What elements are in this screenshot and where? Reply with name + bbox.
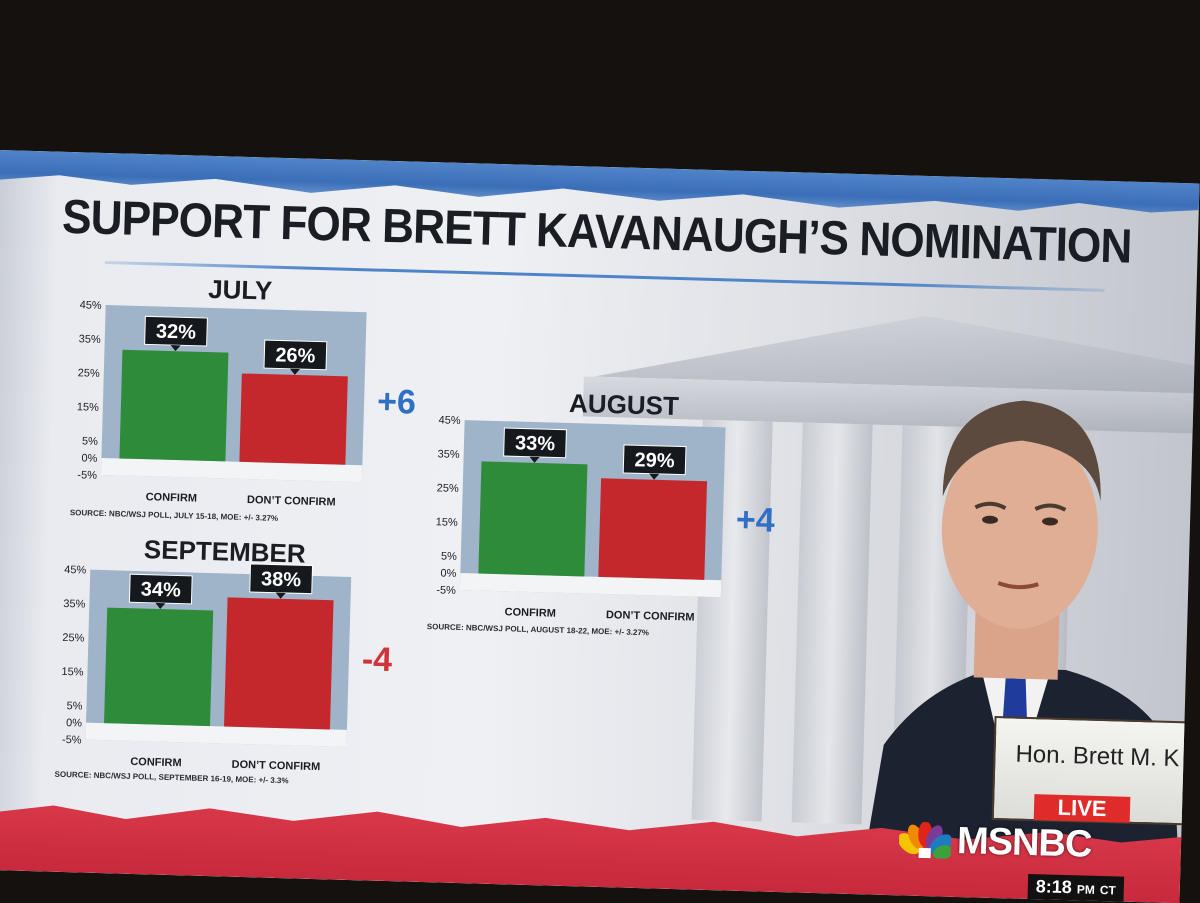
value-label: 32%	[156, 321, 197, 344]
y-tick-label: 25%	[62, 632, 85, 645]
y-tick-label: 35%	[63, 598, 86, 611]
category-label: CONFIRM	[504, 606, 556, 619]
september-delta: -4	[361, 640, 393, 680]
tv-screen: SUPPORT FOR BRETT KAVANAUGH’S NOMINATION…	[0, 150, 1200, 903]
y-tick-label: 0%	[66, 717, 82, 729]
y-tick-label: 35%	[79, 333, 102, 346]
july-bar-chart: 45% 35% 25% 15% 5% 0% -5% 32% CONFIRM 26% DON’T CO…	[77, 299, 367, 509]
confirm-bar	[119, 349, 229, 462]
category-label: CONFIRM	[146, 491, 198, 504]
plot-baseline-area	[459, 573, 722, 598]
confirm-bar	[104, 607, 214, 727]
y-tick-label: 45%	[79, 299, 102, 312]
y-tick-label: -5%	[436, 584, 456, 597]
august-bar-chart: 45% 35% 25% 15% 5% 0% -5% 33% CONFIRM 29% DON’T CO…	[436, 414, 726, 624]
clock-zone: CT	[1099, 883, 1117, 898]
value-label-box	[128, 573, 193, 605]
y-tick-label: 15%	[436, 516, 459, 529]
value-label-box	[622, 444, 687, 476]
dont-confirm-bar	[223, 597, 334, 730]
peacock-icon	[898, 821, 952, 859]
y-tick-label: 45%	[64, 564, 87, 577]
y-tick-label: 35%	[437, 448, 460, 461]
y-tick-label: 25%	[437, 482, 460, 495]
july-delta: +6	[376, 382, 417, 422]
value-label: 26%	[275, 344, 316, 367]
category-label: CONFIRM	[130, 756, 182, 769]
y-tick-label: 45%	[438, 414, 461, 427]
live-badge: LIVE	[1033, 794, 1131, 823]
nameplate-text: Hon. Brett M. K	[1015, 740, 1180, 773]
september-bar-chart: 45% 35% 25% 15% 5% 0% -5% 34% CONFIRM 38% DON’T CO…	[61, 563, 352, 773]
network-name: MSNBC	[956, 819, 1092, 866]
value-label: 33%	[515, 432, 556, 455]
value-label-pointer	[649, 473, 660, 480]
value-label-pointer	[170, 345, 181, 352]
category-label: DON’T CONFIRM	[247, 494, 336, 508]
august-delta: +4	[735, 500, 776, 540]
y-tick-label: 25%	[78, 367, 101, 380]
dont-confirm-bar	[239, 373, 348, 465]
y-tick-label: 0%	[81, 452, 97, 464]
value-label-box	[144, 315, 208, 347]
clock-time: 8:18	[1035, 876, 1073, 898]
y-tick-label: 5%	[66, 700, 82, 712]
page-title: SUPPORT FOR BRETT KAVANAUGH’S NOMINATION	[61, 190, 1133, 274]
value-label: 29%	[634, 449, 675, 472]
y-tick-label: 15%	[61, 666, 84, 679]
value-label: 38%	[261, 568, 302, 591]
dont-confirm-bar	[598, 478, 708, 580]
plot-baseline-area	[85, 722, 347, 747]
y-tick-label: -5%	[62, 734, 82, 747]
category-label: DON’T CONFIRM	[606, 609, 695, 623]
clock-ampm: PM	[1076, 882, 1096, 897]
value-label-pointer	[290, 368, 301, 375]
y-tick-label: 15%	[77, 401, 100, 414]
value-label: 34%	[140, 579, 181, 602]
category-label: DON’T CONFIRM	[231, 759, 320, 773]
y-tick-label: 5%	[441, 550, 457, 562]
confirm-bar	[478, 461, 588, 577]
value-label-pointer	[529, 456, 540, 463]
clock: 8:18 PM CT	[1027, 873, 1125, 902]
value-label-pointer	[275, 592, 286, 599]
plot-baseline-area	[100, 457, 363, 483]
value-label-pointer	[155, 602, 166, 610]
y-tick-label: -5%	[77, 469, 97, 482]
y-tick-label: 5%	[82, 435, 98, 447]
y-tick-label: 0%	[440, 567, 456, 579]
msnbc-logo: MSNBC	[898, 817, 1092, 866]
